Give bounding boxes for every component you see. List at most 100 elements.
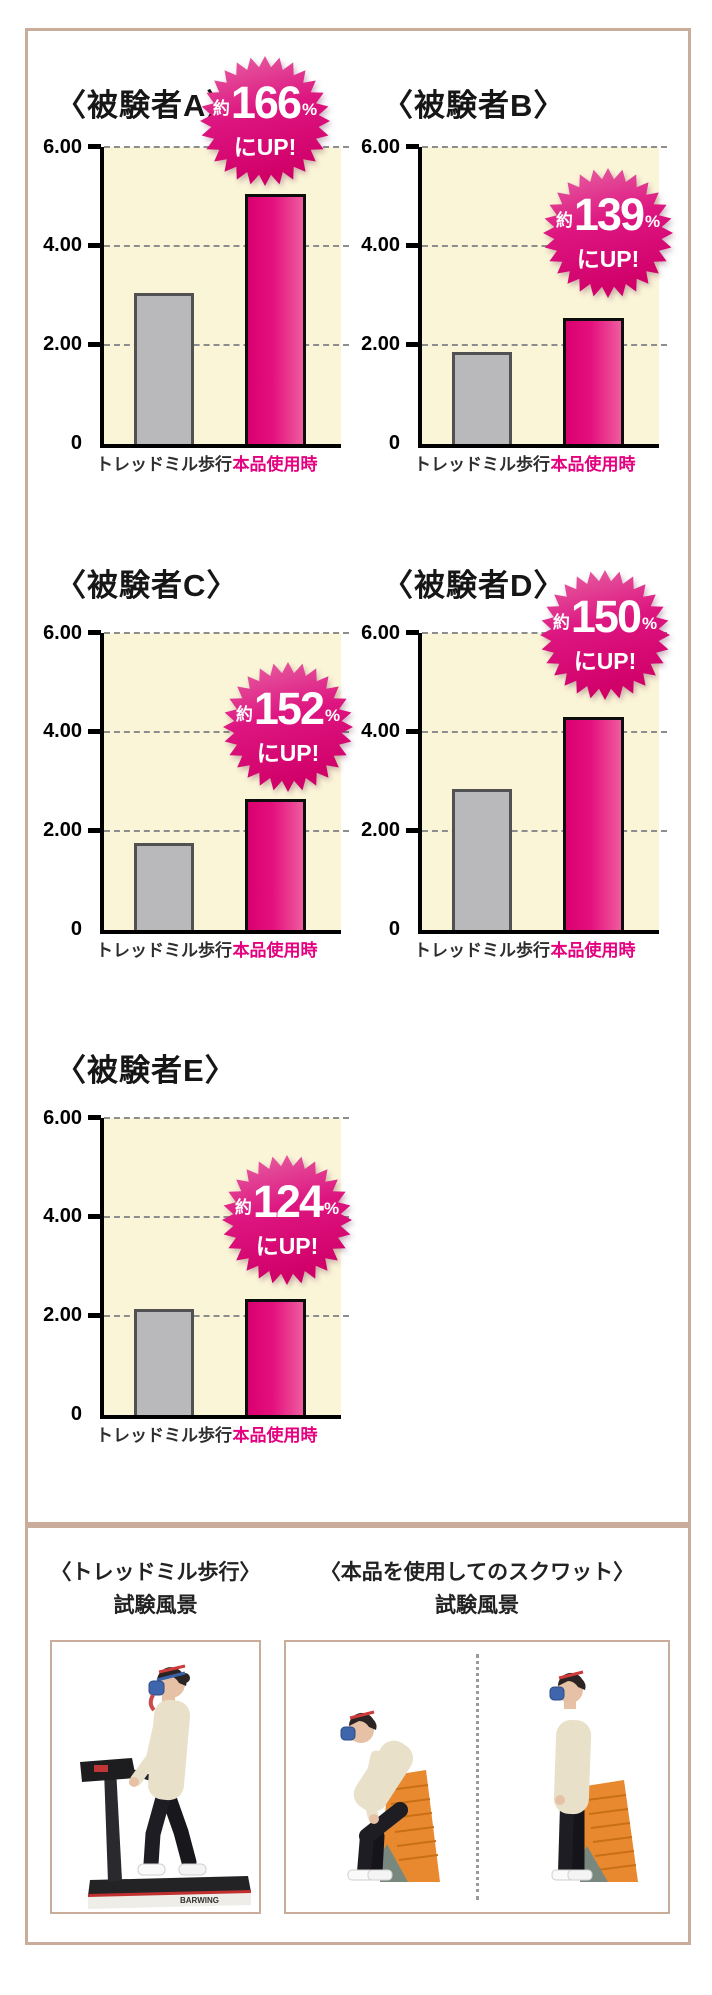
chart-subject-e: 〈被験者E〉 6.00 4.00 2.00 0 トレッドミル歩行 本品使用時 約 — [43, 1045, 355, 1457]
x-label-treadmill: トレッドミル歩行 — [96, 455, 232, 474]
gridline — [104, 1315, 349, 1317]
x-label-product: 本品使用時 — [550, 941, 636, 960]
badge-percent-sign: % — [644, 212, 661, 231]
badge-value: 152 — [253, 683, 325, 734]
badge-approx: 約 — [555, 211, 573, 230]
bar-treadmill — [452, 352, 512, 444]
axis-tick — [406, 342, 419, 347]
badge-approx: 約 — [234, 1198, 252, 1217]
badge-percent-up: 約 166 % にUP! — [199, 55, 331, 187]
chart-subject-d: 〈被験者D〉 6.00 4.00 2.00 0 トレッドミル歩行 本品使用時 約 — [361, 560, 673, 972]
gridline — [422, 731, 667, 733]
gridline — [104, 1117, 349, 1119]
y-tick-label: 0 — [70, 432, 82, 454]
badge-percent-up: 約 124 % にUP! — [221, 1154, 353, 1286]
y-tick-label: 6.00 — [361, 622, 400, 644]
bar-treadmill — [134, 293, 194, 444]
starburst-icon — [223, 662, 353, 792]
person-standing — [549, 1670, 593, 1881]
caption-squat-line1: 〈本品を使用してのスクワット〉 — [319, 1561, 635, 1584]
caption-treadmill-line1: 〈トレッドミル歩行〉 — [50, 1561, 261, 1584]
gridline — [422, 245, 667, 247]
axis-tick — [88, 828, 101, 833]
chart-subject-a: 〈被験者A〉 6.00 4.00 2.00 0 トレッドミル歩行 本品使用時 約 — [43, 56, 355, 492]
gridline — [422, 344, 667, 346]
y-tick-label: 2.00 — [361, 333, 400, 355]
brand-text: BARWING — [180, 1896, 219, 1905]
plot-area: 6.00 4.00 2.00 0 — [361, 623, 667, 939]
gridline — [104, 245, 349, 247]
badge-value: 150 — [570, 591, 642, 642]
x-label-treadmill: トレッドミル歩行 — [414, 941, 550, 960]
chart-title: 〈被験者D〉 — [382, 568, 566, 603]
x-label-product: 本品使用時 — [232, 455, 318, 474]
gridline — [104, 1216, 349, 1218]
badge-suffix: にUP! — [576, 246, 640, 272]
badge-approx: 約 — [235, 705, 253, 724]
axis-tick — [406, 729, 419, 734]
y-tick-label: 4.00 — [361, 234, 400, 256]
axis-tick — [88, 144, 101, 149]
bar-product — [245, 798, 306, 930]
axis-tick — [88, 342, 101, 347]
axis-tick — [406, 828, 419, 833]
y-tick-label: 6.00 — [361, 136, 400, 158]
bar-treadmill — [452, 788, 512, 930]
axis-tick — [88, 729, 101, 734]
plot-area: 6.00 4.00 2.00 0 — [43, 137, 349, 453]
photo-treadmill: BARWING — [50, 1640, 261, 1914]
y-tick-label: 4.00 — [43, 234, 82, 256]
squat-down-illustration — [340, 1710, 440, 1882]
person-walking — [129, 1664, 207, 1876]
axis-tick — [88, 1214, 101, 1219]
starburst-icon — [200, 56, 330, 186]
gridline — [422, 146, 667, 148]
y-tick-label: 6.00 — [43, 622, 82, 644]
axis-tick — [88, 630, 101, 635]
gridline — [104, 632, 349, 634]
y-tick-label: 0 — [388, 432, 400, 454]
y-tick-label: 0 — [388, 918, 400, 940]
bar-product — [245, 194, 306, 444]
gridline — [104, 731, 349, 733]
x-label-product: 本品使用時 — [232, 1426, 318, 1445]
badge-suffix: にUP! — [573, 648, 637, 674]
chart-title: 〈被験者C〉 — [55, 568, 239, 603]
badge-percent-sign: % — [323, 1199, 340, 1218]
axis-tick — [406, 243, 419, 248]
photo-divider-dotted-line — [476, 1654, 479, 1900]
photo-squat — [284, 1640, 670, 1914]
caption-squat: 〈本品を使用してのスクワット〉 試験風景 — [284, 1556, 670, 1622]
badge-text: 約 124 % にUP! — [221, 1154, 353, 1286]
caption-treadmill: 〈トレッドミル歩行〉 試験風景 — [50, 1556, 261, 1622]
chart-subject-b: 〈被験者B〉 6.00 4.00 2.00 0 トレッドミル歩行 本品使用時 約 — [361, 80, 674, 492]
badge-value: 139 — [573, 189, 645, 240]
gridline — [104, 344, 349, 346]
x-label-treadmill: トレッドミル歩行 — [96, 1426, 232, 1445]
badge-approx: 約 — [212, 99, 230, 118]
caption-squat-line2: 試験風景 — [435, 1594, 519, 1617]
bar-product — [563, 717, 624, 930]
starburst-icon — [543, 168, 673, 298]
badge-percent-sign: % — [301, 100, 318, 119]
bar-treadmill — [134, 1308, 194, 1415]
axis-tick — [406, 144, 419, 149]
badge-percent-up: 約 150 % にUP! — [539, 569, 671, 701]
x-label-treadmill: トレッドミル歩行 — [96, 941, 232, 960]
badge-value: 166 — [230, 77, 302, 128]
badge-text: 約 166 % にUP! — [199, 55, 331, 187]
axis-tick — [88, 1115, 101, 1120]
y-tick-label: 0 — [70, 918, 82, 940]
starburst-icon — [222, 1155, 352, 1285]
badge-suffix: にUP! — [256, 740, 320, 766]
bar-product — [563, 317, 624, 444]
bar-treadmill — [134, 843, 194, 930]
x-label-product: 本品使用時 — [232, 941, 318, 960]
badge-percent-sign: % — [324, 706, 341, 725]
squat-up-illustration — [549, 1670, 638, 1882]
x-label-treadmill: トレッドミル歩行 — [414, 455, 550, 474]
badge-text: 約 139 % にUP! — [542, 167, 674, 299]
badge-value: 124 — [252, 1176, 324, 1227]
badge-text: 約 152 % にUP! — [222, 661, 354, 793]
chart-title: 〈被験者B〉 — [382, 88, 566, 123]
